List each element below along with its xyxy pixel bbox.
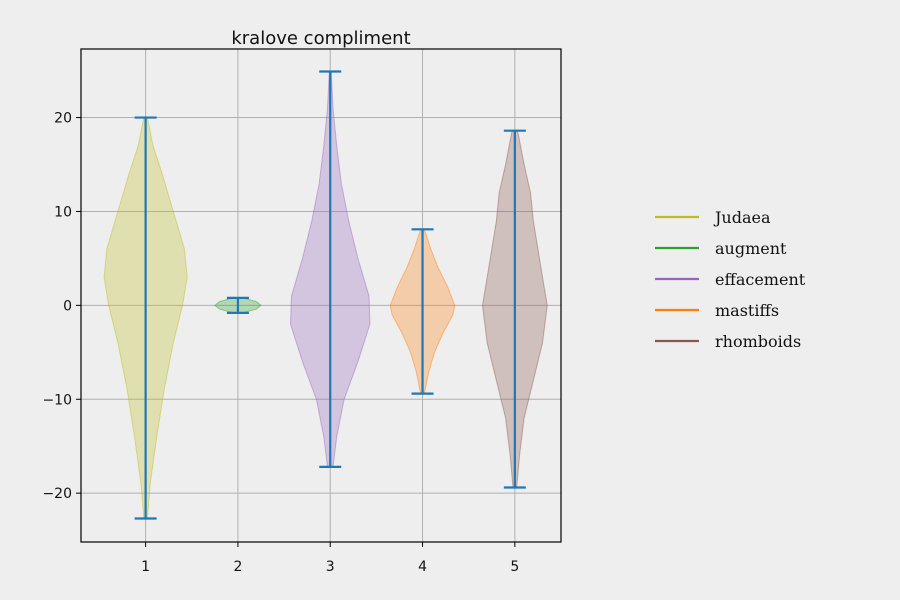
x-axis: 1 2 3 4 5	[141, 542, 519, 575]
x-tick-label: 5	[510, 559, 519, 575]
y-tick-label: −20	[42, 486, 72, 502]
legend-label-augment: augment	[715, 239, 787, 258]
y-tick-label: −10	[42, 392, 72, 408]
legend-label-judaea: Judaea	[713, 208, 771, 227]
whiskers	[134, 70, 526, 520]
x-tick-label: 4	[418, 559, 427, 575]
y-tick-label: 20	[54, 111, 72, 127]
legend-label-mastiffs: mastiffs	[715, 301, 779, 320]
violins	[103, 71, 548, 519]
y-tick-label: 10	[54, 204, 72, 220]
plot-frame	[80, 48, 562, 543]
x-tick-label: 3	[326, 559, 335, 575]
chart-title: kralove compliment	[231, 28, 410, 49]
y-axis: −20 −10 0 10 20	[42, 111, 81, 502]
y-tick-label: 0	[63, 298, 72, 314]
legend-label-rhomboids: rhomboids	[715, 332, 801, 351]
legend: Judaea augment effacement mastiffs rhomboids	[655, 208, 806, 351]
x-tick-label: 2	[233, 559, 242, 575]
legend-label-effacement: effacement	[715, 270, 806, 289]
x-tick-label: 1	[141, 559, 150, 575]
